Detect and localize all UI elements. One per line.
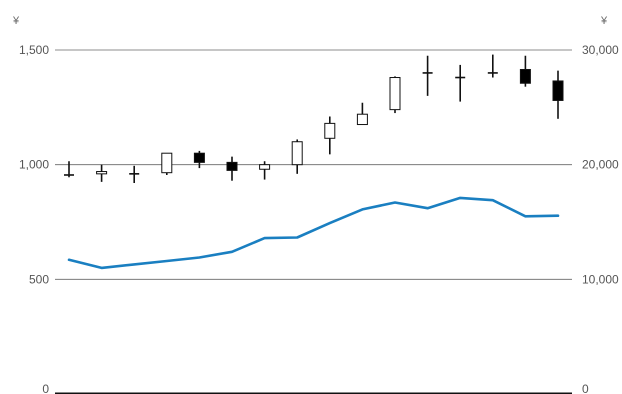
right-tick-label-3: 30,000 [582, 43, 619, 57]
candle-11 [422, 55, 433, 96]
candle-2 [129, 165, 140, 184]
candle-body-3 [161, 152, 173, 174]
candle-body-15 [552, 80, 564, 101]
left-tick-label-1: 500 [29, 272, 49, 286]
left-axis-unit: ¥ [12, 15, 20, 27]
candle-3 [161, 152, 173, 175]
line-series-path [67, 196, 560, 270]
gridlines [55, 49, 572, 394]
candle-12 [455, 64, 466, 102]
candle-1 [96, 164, 108, 182]
candle-4 [193, 150, 205, 169]
candle-8 [324, 116, 336, 155]
right-axis-ticks: 0 10,000 20,000 30,000 [582, 43, 619, 394]
candle-5 [226, 156, 238, 181]
candle-body-14 [519, 68, 531, 84]
left-tick-label-3: 1,500 [19, 43, 49, 57]
candle-body-4 [193, 152, 205, 163]
right-tick-label-1: 10,000 [582, 272, 619, 286]
left-tick-label-2: 1,000 [19, 158, 49, 172]
candle-body-1 [96, 171, 108, 175]
candle-7 [291, 139, 303, 174]
candle-body-8 [324, 122, 336, 139]
candlestick-series [64, 54, 564, 184]
candle-9 [356, 102, 368, 126]
candle-13 [487, 54, 498, 78]
right-tick-label-0: 0 [582, 382, 589, 394]
left-tick-label-0: 0 [42, 382, 49, 394]
candle-14 [519, 55, 531, 87]
left-axis-ticks: 0 500 1,000 1,500 [19, 43, 49, 394]
candle-body-6 [259, 164, 271, 170]
candle-body-5 [226, 161, 238, 171]
candle-10 [389, 76, 401, 114]
candle-6 [259, 161, 271, 180]
candle-body-7 [291, 141, 303, 166]
candle-0 [64, 161, 74, 178]
candle-body-9 [356, 113, 368, 126]
right-tick-label-2: 20,000 [582, 158, 619, 172]
candle-15 [552, 70, 564, 119]
line-series [67, 196, 560, 270]
right-axis-unit: ¥ [600, 15, 608, 27]
candle-body-10 [389, 77, 401, 111]
